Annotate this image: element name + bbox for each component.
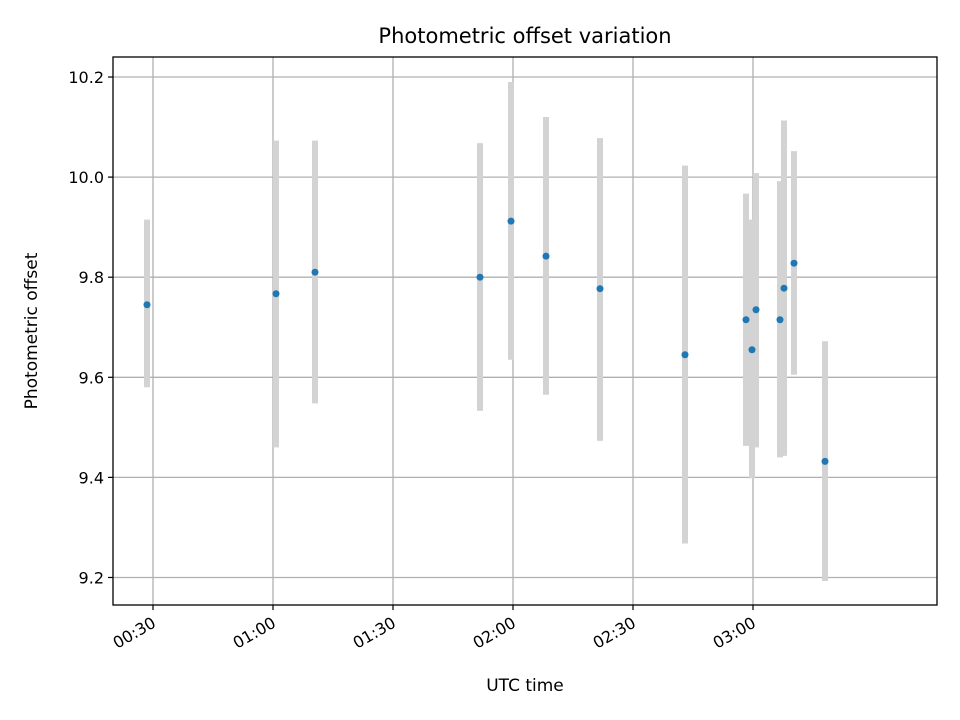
data-point [143,301,151,309]
data-point [748,346,756,354]
x-axis-title: UTC time [486,676,564,696]
data-point [542,252,550,260]
data-point [821,457,829,465]
y-axis-title: Photometric offset [22,252,42,409]
y-tick-label: 9.8 [79,268,104,287]
y-tick-label: 9.4 [79,468,104,487]
data-point [742,316,750,324]
chart-title: Photometric offset variation [378,24,671,48]
data-point [507,217,515,225]
y-tick-label: 9.2 [79,568,104,587]
data-point [272,290,280,298]
data-point [681,351,689,359]
data-point [790,259,798,267]
data-point [311,268,319,276]
y-tick-label: 10.0 [68,168,104,187]
data-point [776,316,784,324]
data-point [596,285,604,293]
data-point [476,273,484,281]
y-tick-label: 9.6 [79,368,104,387]
plot-frame [112,56,938,606]
y-tick-label: 10.2 [68,68,104,87]
data-points [143,217,829,465]
y-axis: 9.2 9.4 9.6 9.8 10.0 10.2 [68,68,113,587]
data-point [780,284,788,292]
data-point [752,306,760,314]
